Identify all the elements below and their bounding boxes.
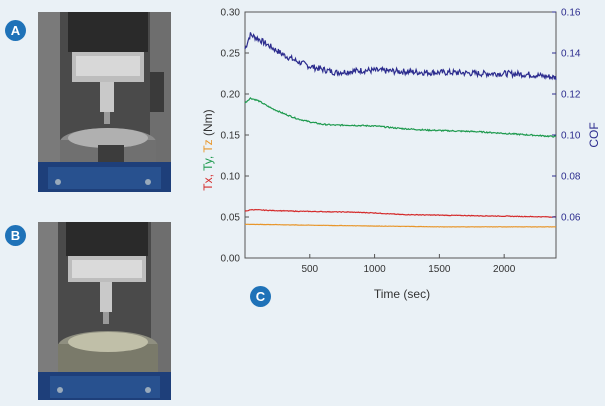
y-axis-label-left: Tx, Ty, Tz (Nm)	[201, 109, 215, 190]
x-tick-label: 500	[301, 264, 318, 275]
series-line-cof	[244, 32, 557, 81]
y-axis-label-part: Ty,	[201, 156, 215, 174]
y-right-tick-label: 0.08	[561, 172, 581, 183]
y-left-tick-label: 0.10	[221, 172, 241, 183]
y-left-tick-label: 0.20	[221, 90, 241, 101]
x-tick-label: 1500	[428, 264, 451, 275]
photo-a-illustration	[38, 12, 171, 192]
y-left-tick-label: 0.15	[221, 131, 241, 142]
x-tick-label: 1000	[363, 264, 386, 275]
y-right-tick-label: 0.16	[561, 8, 581, 19]
x-axis-label: Time (sec)	[374, 287, 430, 301]
photo-tribometer-a	[38, 12, 171, 192]
y-axis-label-part: Tx,	[201, 174, 215, 191]
y-axis-label-part: (Nm)	[201, 109, 215, 139]
ticks-layer: 500 1000 1500 2000 0.00 0.05 0.10 0.15 0.20 0.25 0…	[221, 8, 581, 276]
y-right-tick-label: 0.06	[561, 213, 581, 224]
y-left-tick-label: 0.05	[221, 213, 241, 224]
y-left-tick-label: 0.25	[221, 49, 241, 60]
y-axis-label-part: Tz	[201, 139, 215, 155]
photo-b-illustration	[38, 222, 171, 400]
chart-axes	[244, 11, 557, 259]
y-left-tick-label: 0.30	[221, 8, 241, 19]
y-left-tick-label: 0.00	[221, 254, 241, 265]
panel-label-a: A	[5, 20, 26, 41]
photo-tribometer-b	[38, 222, 171, 400]
y-right-tick-label: 0.14	[561, 49, 581, 60]
series-layer	[244, 32, 557, 228]
panel-label-c: C	[250, 286, 271, 307]
x-tick-label: 2000	[493, 264, 516, 275]
y-axis-label-right: COF	[587, 122, 601, 147]
series-line-ty	[244, 97, 557, 138]
panel-label-b: B	[5, 225, 26, 246]
y-right-tick-label: 0.10	[561, 131, 581, 142]
y-right-tick-label: 0.12	[561, 90, 581, 101]
plot-area	[244, 11, 557, 259]
series-line-tz	[244, 223, 557, 228]
series-line-tx	[244, 208, 557, 218]
